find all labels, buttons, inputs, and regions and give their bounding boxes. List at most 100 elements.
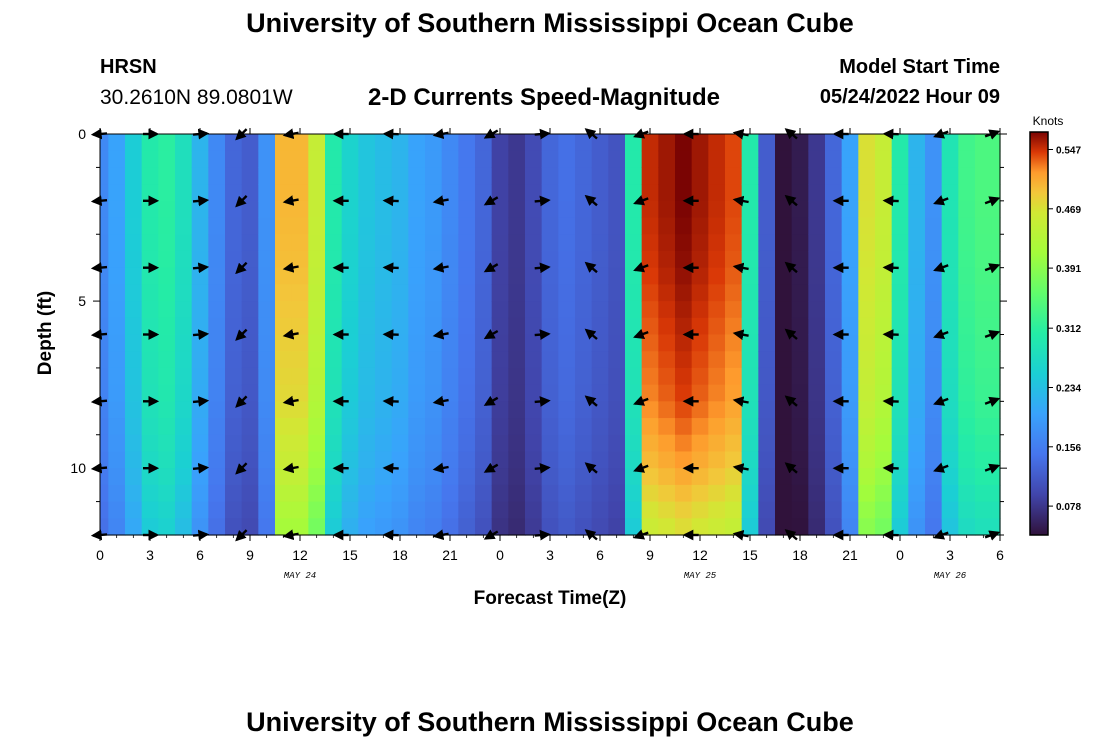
heatmap-cell <box>625 501 643 519</box>
heatmap-cell <box>541 434 559 453</box>
heatmap-cell <box>558 351 576 369</box>
heatmap-cell <box>641 200 659 219</box>
current-vector-arrow <box>235 261 248 275</box>
current-vector-arrow <box>784 395 798 407</box>
heatmap-cell <box>575 418 593 436</box>
heatmap-cell <box>575 334 593 352</box>
heatmap-cell <box>158 367 176 386</box>
heatmap-cell <box>508 434 526 453</box>
heatmap-cell <box>775 351 793 369</box>
heatmap-cell <box>191 184 209 202</box>
heatmap-cell <box>808 401 826 419</box>
heatmap-cell <box>875 434 893 453</box>
heatmap-cell <box>708 134 726 152</box>
heatmap-cell <box>941 401 959 419</box>
heatmap-cell <box>558 501 576 519</box>
heatmap-cell <box>758 184 776 202</box>
heatmap-cell <box>108 284 126 302</box>
heatmap-cell <box>525 451 543 469</box>
heatmap-cell <box>575 434 593 453</box>
heatmap-cell <box>941 434 959 453</box>
heatmap-cell <box>100 250 109 269</box>
heatmap-cell <box>225 434 243 453</box>
heatmap-cell <box>291 401 309 419</box>
heatmap-cell <box>725 418 743 436</box>
heatmap-cell <box>508 451 526 469</box>
heatmap-cell <box>925 518 943 536</box>
heatmap-cell <box>975 317 993 336</box>
heatmap-cell <box>308 367 326 386</box>
heatmap-cell <box>675 367 693 386</box>
current-vector-arrow <box>633 462 649 473</box>
heatmap-cell <box>491 217 509 235</box>
heatmap-cell <box>125 384 143 402</box>
heatmap-cell <box>508 250 526 269</box>
heatmap-cell <box>608 384 626 402</box>
heatmap-cell <box>708 468 726 486</box>
heatmap-cell <box>741 518 759 536</box>
current-vector-arrow <box>282 262 299 273</box>
current-vector-arrow <box>534 195 551 207</box>
heatmap-cell <box>325 284 343 302</box>
heatmap-cell <box>358 317 376 336</box>
heatmap-cell <box>858 384 876 402</box>
heatmap-cell <box>758 284 776 302</box>
heatmap-cell <box>941 150 959 169</box>
heatmap-cell <box>358 217 376 235</box>
heatmap-cell <box>958 468 976 486</box>
heatmap-cell <box>225 484 243 503</box>
heatmap-cell <box>758 167 776 185</box>
heatmap-cell <box>341 250 359 269</box>
heatmap-cell <box>175 468 193 486</box>
heatmap-cell <box>475 150 493 169</box>
heatmap-cell <box>391 351 409 369</box>
heatmap-cell <box>158 150 176 169</box>
current-vector-arrow <box>933 395 949 406</box>
heatmap-cell <box>858 334 876 352</box>
heatmap-cell <box>908 418 926 436</box>
heatmap-cell <box>891 384 909 402</box>
heatmap-cell <box>958 217 976 235</box>
heatmap-cell <box>175 334 193 352</box>
heatmap-cell <box>858 468 876 486</box>
heatmap-cell <box>358 234 376 252</box>
heatmap-cell <box>658 351 676 369</box>
current-vector-arrow <box>732 396 749 407</box>
heatmap-cell <box>841 451 859 469</box>
heatmap-cell <box>258 250 276 269</box>
heatmap-cell <box>825 468 843 486</box>
heatmap-cell <box>691 384 709 402</box>
heatmap-cell <box>891 418 909 436</box>
current-vector-arrow <box>584 328 598 340</box>
heatmap-cell <box>925 401 943 419</box>
heatmap-cell <box>891 184 909 202</box>
heatmap-cell <box>341 217 359 235</box>
heatmap-cell <box>825 184 843 202</box>
heatmap-cell <box>441 250 459 269</box>
current-vector-arrow <box>235 328 248 341</box>
heatmap-cell <box>308 301 326 319</box>
heatmap-cell <box>541 351 559 369</box>
heatmap-cell <box>141 518 159 536</box>
heatmap-cell <box>325 351 343 369</box>
heatmap-cell <box>975 217 993 235</box>
heatmap-cell <box>458 150 476 169</box>
heatmap-cell <box>791 484 809 503</box>
heatmap-cell <box>841 418 859 436</box>
heatmap-cell <box>441 367 459 386</box>
heatmap-cell <box>708 184 726 202</box>
heatmap-cell <box>958 184 976 202</box>
heatmap-cell <box>158 134 176 152</box>
heatmap-cell <box>808 134 826 152</box>
heatmap-cell <box>100 284 109 302</box>
heatmap-cell <box>675 301 693 319</box>
heatmap-cell <box>275 217 293 235</box>
heatmap-cell <box>291 250 309 269</box>
heatmap-cell <box>858 451 876 469</box>
heatmap-cell <box>758 317 776 336</box>
heatmap-cell <box>175 451 193 469</box>
heatmap-cell <box>808 334 826 352</box>
heatmap-cell <box>908 351 926 369</box>
heatmap-cell <box>141 367 159 386</box>
heatmap-cell <box>741 200 759 219</box>
